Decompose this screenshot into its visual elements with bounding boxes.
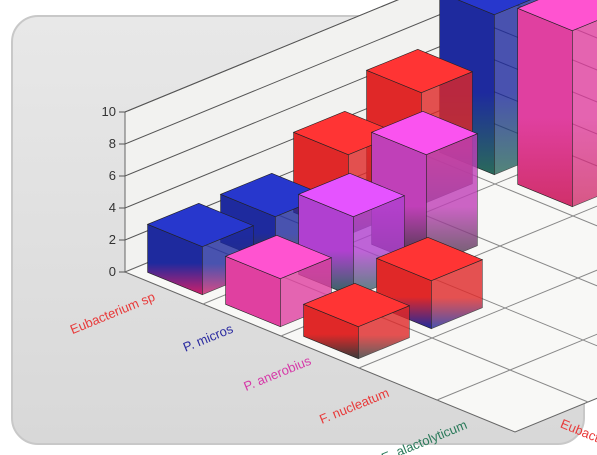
z-tick-label: 0: [109, 264, 116, 279]
bar-top-face: [224, 234, 333, 280]
floor-gridline: [436, 333, 597, 401]
bar-top-face: [457, 0, 531, 16]
bar: [516, 0, 597, 208]
z-tick-label: 4: [109, 200, 116, 215]
bar: [302, 282, 411, 360]
bar: [375, 236, 484, 330]
z-tick-label: 8: [109, 136, 116, 151]
bar: [224, 234, 333, 328]
z-gridline: [124, 0, 597, 145]
z-axis-ticks: 0 2 4 6 8 10: [102, 104, 125, 279]
bar-top-face: [370, 110, 479, 156]
z-tick-label: 2: [109, 232, 116, 247]
bar-top-face: [365, 48, 474, 94]
bar-top-face: [297, 172, 406, 218]
bar-top-face: [146, 202, 255, 248]
bar-top-face: [375, 236, 484, 282]
bar-front-face: [517, 7, 573, 208]
bar-top-face: [516, 0, 597, 32]
bar-top-face: [302, 282, 411, 328]
bar-side-face: [571, 20, 597, 208]
floor-gridline: [416, 151, 597, 227]
chart-bars: [146, 0, 597, 360]
z-tick-label: 6: [109, 168, 116, 183]
floor-gridline: [358, 269, 597, 369]
z-gridline: [124, 0, 597, 113]
z-tick-label: 10: [102, 104, 116, 119]
